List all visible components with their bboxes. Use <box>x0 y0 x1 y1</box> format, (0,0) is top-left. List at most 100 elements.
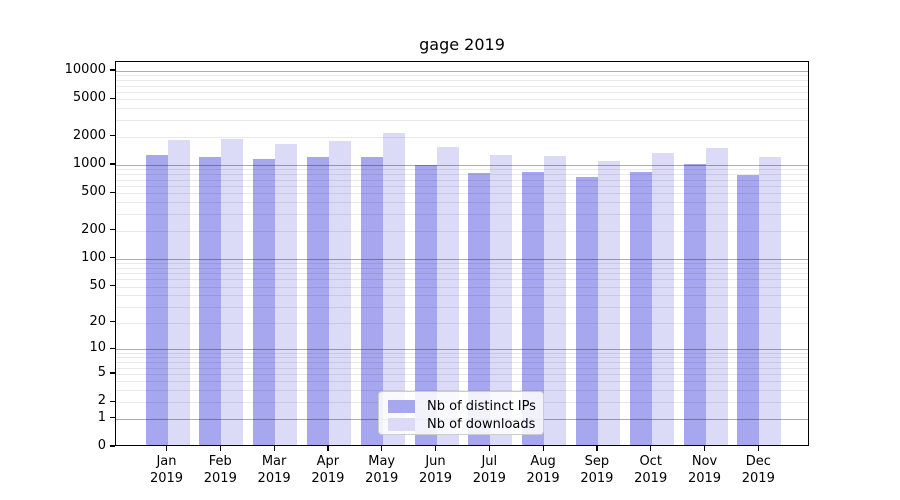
y-tick-mark <box>110 69 115 71</box>
y-tick-mark <box>110 257 115 259</box>
minor-gridline <box>116 75 808 77</box>
bar-downloads <box>544 155 567 445</box>
minor-gridline <box>116 381 808 383</box>
legend-swatch-downloads <box>388 417 415 431</box>
x-tick-mark <box>650 446 652 451</box>
y-tick-mark <box>110 417 115 419</box>
x-tick-mark <box>596 446 598 451</box>
minor-gridline <box>116 185 808 187</box>
y-tick-mark <box>110 191 115 193</box>
y-tick-mark <box>110 347 115 349</box>
y-tick-mark <box>110 321 115 323</box>
minor-gridline <box>116 279 808 281</box>
bar-distinct-ips <box>306 157 329 445</box>
y-tick-mark <box>110 135 115 137</box>
x-tick-mark <box>703 446 706 451</box>
bar-distinct-ips <box>629 171 652 445</box>
major-gridline <box>116 258 808 260</box>
y-tick-label: 200 <box>81 221 106 237</box>
y-tick-label: 10 <box>89 340 106 356</box>
bar-distinct-ips <box>522 171 545 445</box>
y-tick-label: 10000 <box>64 62 106 77</box>
minor-gridline <box>116 367 808 369</box>
x-tick-label: Feb 2019 <box>203 454 237 486</box>
bar-distinct-ips <box>683 163 706 445</box>
minor-gridline <box>116 273 808 274</box>
x-tick-mark <box>434 446 437 451</box>
legend-item-downloads: Nb of downloads <box>388 416 536 432</box>
x-tick-label: Jul 2019 <box>472 454 506 486</box>
x-tick-mark <box>219 446 221 451</box>
bar-downloads <box>436 146 459 445</box>
x-tick-label: Oct 2019 <box>634 454 668 486</box>
y-tick-mark <box>110 284 115 287</box>
bar-distinct-ips <box>199 156 222 445</box>
minor-gridline <box>116 357 808 359</box>
chart-title: gage 2019 <box>419 35 505 54</box>
bar-downloads <box>328 141 351 445</box>
minor-gridline <box>116 136 808 138</box>
y-tick-label: 1 <box>97 409 106 425</box>
plot-area <box>115 61 809 446</box>
x-tick-mark <box>165 446 168 451</box>
bar-downloads <box>597 160 620 445</box>
minor-gridline <box>116 80 808 82</box>
minor-gridline <box>116 373 808 375</box>
minor-gridline <box>116 108 808 110</box>
minor-gridline <box>116 179 808 181</box>
minor-gridline <box>116 322 808 324</box>
y-tick-mark <box>110 445 115 447</box>
x-tick-mark <box>273 446 275 451</box>
major-gridline <box>116 71 808 72</box>
y-tick-mark <box>110 97 115 99</box>
minor-gridline <box>116 99 808 101</box>
minor-gridline <box>116 390 808 392</box>
bar-downloads <box>167 139 190 445</box>
bar-distinct-ips <box>575 176 598 445</box>
minor-gridline <box>116 120 808 122</box>
y-tick-label: 0 <box>97 438 106 453</box>
y-tick-label: 5 <box>97 364 106 380</box>
x-tick-label: Mar 2019 <box>257 454 291 486</box>
bar-downloads <box>221 138 244 445</box>
bar-distinct-ips <box>253 159 276 445</box>
y-tick-mark <box>110 400 115 402</box>
minor-gridline <box>116 230 808 232</box>
x-tick-label: Sep 2019 <box>580 454 614 486</box>
y-tick-label: 2000 <box>72 127 106 143</box>
x-tick-label: Dec 2019 <box>741 454 775 486</box>
major-gridline <box>116 165 808 166</box>
minor-gridline <box>116 85 808 87</box>
minor-gridline <box>116 193 808 195</box>
minor-gridline <box>116 91 808 93</box>
minor-gridline <box>116 353 808 354</box>
x-tick-label: Jun 2019 <box>418 454 453 486</box>
minor-gridline <box>116 362 808 364</box>
y-tick-label: 500 <box>81 184 106 200</box>
legend-swatch-distinct-ips <box>388 399 415 413</box>
minor-gridline <box>116 214 808 215</box>
bar-downloads <box>705 147 728 445</box>
bar-downloads <box>759 156 782 445</box>
legend-label-downloads: Nb of downloads <box>427 416 536 432</box>
y-tick-label: 50 <box>89 277 106 293</box>
bar-distinct-ips <box>737 174 760 445</box>
legend-label-distinct-ips: Nb of distinct IPs <box>427 398 536 414</box>
bar-distinct-ips <box>145 154 168 445</box>
bar-downloads <box>651 152 674 445</box>
legend-item-distinct-ips: Nb of distinct IPs <box>388 398 536 414</box>
x-tick-label: Nov 2019 <box>687 454 722 486</box>
x-tick-mark <box>381 446 383 451</box>
y-tick-label: 100 <box>81 249 106 265</box>
y-tick-mark <box>110 163 115 165</box>
x-tick-label: May 2019 <box>365 454 399 486</box>
x-tick-label: Apr 2019 <box>311 454 345 486</box>
legend: Nb of distinct IPs Nb of downloads <box>378 391 544 435</box>
y-tick-mark <box>110 228 115 231</box>
minor-gridline <box>116 286 808 288</box>
y-tick-label: 1000 <box>72 156 106 171</box>
minor-gridline <box>116 267 808 269</box>
x-tick-mark <box>327 446 329 451</box>
bar-distinct-ips <box>414 164 437 445</box>
